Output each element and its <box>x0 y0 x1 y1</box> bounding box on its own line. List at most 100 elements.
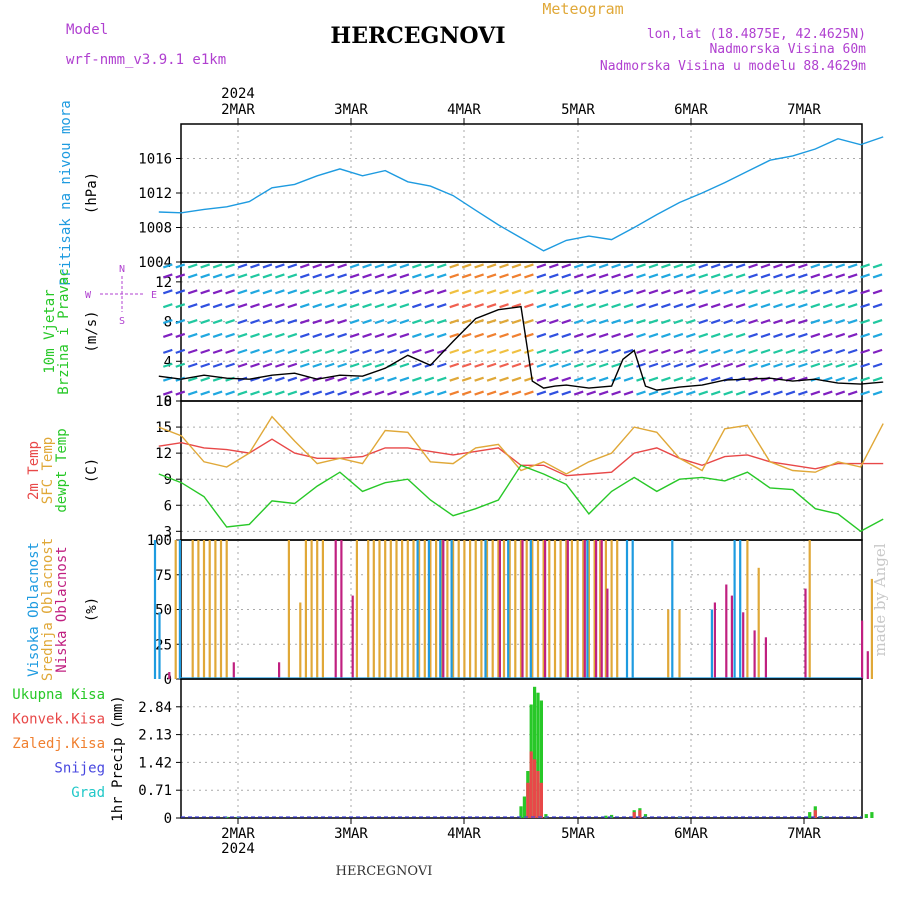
bar-cloud <box>678 609 681 679</box>
wind-arrow <box>847 273 858 279</box>
wind-arrow <box>636 332 646 339</box>
bar-cloud <box>536 540 540 679</box>
wind-arrow <box>860 263 870 269</box>
wind-arrow <box>461 319 472 325</box>
bar-cloud <box>566 540 569 679</box>
wind-arrow <box>648 390 659 396</box>
ylabel-temperature-0: 2m Temp <box>26 441 42 500</box>
wind-arrow <box>287 390 298 396</box>
compass-w: W <box>85 290 92 301</box>
wind-arrow <box>250 332 260 339</box>
wind-arrow <box>648 362 659 368</box>
bar-cloud <box>278 662 281 679</box>
wind-arrow <box>773 362 783 368</box>
wind-arrow <box>586 263 597 269</box>
wind-arrow <box>486 273 497 279</box>
wind-arrow <box>412 319 422 325</box>
precip-legend-2: Zaledj.Kisa <box>12 736 105 752</box>
wind-arrow <box>299 303 310 309</box>
wind-arrow <box>636 263 646 269</box>
bar-cloud <box>406 540 409 679</box>
wind-arrow <box>362 319 372 325</box>
bar-cloud <box>861 620 864 679</box>
wind-arrow <box>611 332 621 339</box>
bar-precip <box>533 686 537 818</box>
wind-arrow <box>250 390 260 396</box>
wind-arrow <box>225 348 235 354</box>
wind-arrow <box>511 273 522 279</box>
bar-cloud <box>600 540 603 679</box>
wind-arrow <box>362 332 372 339</box>
wind-arrow <box>275 319 285 325</box>
ylabel-pressure-1: (hPa) <box>84 172 100 214</box>
wind-arrow <box>872 319 883 325</box>
bar-cloud <box>334 540 337 679</box>
bar-cloud <box>671 540 674 679</box>
wind-arrow <box>735 390 746 396</box>
wind-arrow <box>573 362 584 368</box>
wind-arrow <box>511 348 522 354</box>
wind-arrow <box>362 348 372 354</box>
wind-arrow <box>822 273 833 279</box>
bar-cloud <box>401 540 404 679</box>
wind-arrow <box>449 289 460 295</box>
wind-arrow <box>175 319 186 325</box>
wind-arrow <box>212 273 223 279</box>
wind-arrow <box>262 303 273 309</box>
ytick-label-cloud-3: 75 <box>155 568 172 584</box>
wind-arrow <box>324 303 335 309</box>
wind-arrow <box>598 289 609 295</box>
wind-arrow <box>461 303 472 309</box>
bar-cloud <box>525 540 528 679</box>
bar-cloud <box>372 540 375 679</box>
wind-arrow <box>648 376 659 382</box>
wind-arrow <box>872 376 883 382</box>
bar-cloud <box>474 540 477 679</box>
wind-arrow <box>748 348 758 354</box>
precip-legend-1: Konvek.Kisa <box>12 712 105 728</box>
wind-arrow <box>200 390 211 396</box>
wind-arrow <box>312 319 323 325</box>
bar-cloud <box>595 540 598 679</box>
wind-arrow <box>374 362 385 368</box>
wind-arrow <box>212 289 223 295</box>
wind-arrow <box>735 362 746 368</box>
bar-cloud <box>427 540 430 679</box>
wind-arrow <box>424 376 435 382</box>
wind-arrow <box>760 390 771 396</box>
wind-arrow <box>299 319 310 325</box>
wind-arrow <box>835 348 846 354</box>
wind-arrow <box>710 263 721 269</box>
model-altitude-text: Nadmorska Visina u modelu 88.4629m <box>600 59 866 74</box>
wind-arrow <box>449 348 460 354</box>
wind-arrow <box>773 303 783 309</box>
wind-arrow <box>187 273 198 279</box>
wind-arrow <box>162 362 173 368</box>
wind-arrow <box>436 289 447 295</box>
wind-arrow <box>237 319 248 325</box>
wind-arrow <box>598 390 609 396</box>
ylabels-precip: Ukupna Kisa Konvek.Kisa Zaledj.Kisa Snijeg G… <box>12 687 126 822</box>
ylabel-wind-1: Brzina i Pravac <box>56 268 72 394</box>
wind-arrow <box>374 289 385 295</box>
wind-arrow <box>872 273 883 279</box>
wind-arrow <box>586 390 597 396</box>
wind-arrow <box>835 319 846 325</box>
panel-precip: 0 0.71 1.42 2.13 2.84 <box>138 678 863 827</box>
bar-cloud <box>316 540 319 679</box>
ytick-label-pressure-1: 1008 <box>138 221 172 237</box>
wind-arrow <box>499 263 509 269</box>
wind-arrow <box>262 348 273 354</box>
wind-arrow <box>748 263 758 269</box>
wind-arrow <box>698 376 709 382</box>
wind-arrow <box>262 362 273 368</box>
wind-arrow <box>461 263 472 269</box>
wind-arrow <box>536 348 547 354</box>
wind-arrow <box>499 332 509 339</box>
bar-cloud <box>606 588 609 679</box>
wind-arrow <box>237 332 248 339</box>
bar-cloud <box>418 540 421 679</box>
